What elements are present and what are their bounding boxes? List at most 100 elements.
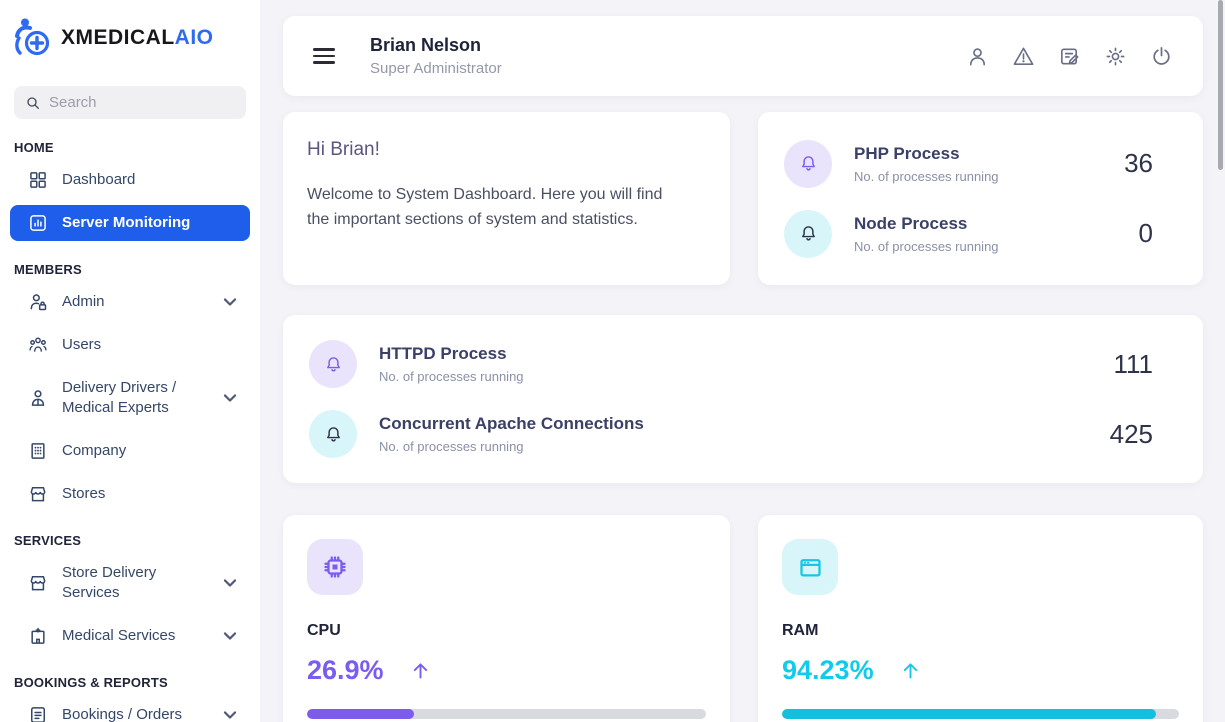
sidebar-section-members: MEMBERS xyxy=(14,262,82,277)
sidebar-item-label: Bookings / Orders xyxy=(62,706,183,722)
sidebar-item-label: Admin xyxy=(62,293,105,310)
document-icon xyxy=(31,707,45,722)
user-name: Brian Nelson xyxy=(370,35,482,55)
process-value: 0 xyxy=(1138,218,1153,248)
sidebar-item-label: Dashboard xyxy=(62,171,136,188)
user-block: Brian Nelson Super Administrator xyxy=(370,35,502,77)
cpu-label: CPU xyxy=(307,622,341,639)
search-input[interactable] xyxy=(49,94,235,111)
cpu-value: 26.9% xyxy=(307,655,384,685)
sidebar-item-server-monitoring[interactable]: Server Monitoring xyxy=(10,205,250,241)
vertical-scrollbar-thumb[interactable] xyxy=(1218,0,1223,170)
sidebar-section-services: SERVICES xyxy=(14,533,82,548)
hamburger-menu-icon[interactable] xyxy=(313,48,337,64)
process-title: HTTPD Process xyxy=(379,344,507,363)
sidebar-item-label: Server Monitoring xyxy=(62,214,191,231)
brand-name-accent: AIO xyxy=(174,26,214,49)
sidebar-item-users[interactable]: Users xyxy=(10,327,250,363)
sidebar-item-company[interactable]: Company xyxy=(10,433,250,469)
ram-progress-bar xyxy=(782,709,1179,719)
welcome-card: Hi Brian! Welcome to System Dashboard. H… xyxy=(283,112,730,285)
process-subtitle: No. of processes running xyxy=(379,369,524,384)
cpu-chip-icon xyxy=(307,539,363,595)
user-role: Super Administrator xyxy=(370,60,502,77)
arrow-up-icon xyxy=(900,660,921,681)
cpu-progress-fill xyxy=(307,709,415,719)
chevron-down-icon xyxy=(223,298,237,306)
brand-name-primary: XMEDICAL xyxy=(61,26,175,49)
search-icon xyxy=(27,96,39,109)
sidebar-item-delivery-drivers[interactable]: Delivery Drivers / Medical Experts xyxy=(10,370,250,426)
building-icon xyxy=(31,443,45,459)
process-title: PHP Process xyxy=(854,143,960,163)
sidebar-search xyxy=(14,86,246,119)
process-subtitle: No. of processes running xyxy=(854,238,999,254)
storefront-icon xyxy=(30,487,46,502)
process-row-httpd: HTTPD Process No. of processes running 1… xyxy=(309,340,1177,388)
brand-logo-icon xyxy=(15,18,50,56)
process-value: 111 xyxy=(1113,348,1153,379)
ram-value: 94.23% xyxy=(782,655,874,685)
cpu-card: CPU 26.9% xyxy=(283,515,730,722)
users-group-icon xyxy=(29,337,47,352)
bell-icon xyxy=(784,139,832,188)
process-row-apache: Concurrent Apache Connections No. of pro… xyxy=(309,410,1177,458)
welcome-message: Welcome to System Dashboard. Here you wi… xyxy=(307,186,663,228)
sidebar-item-label: Company xyxy=(62,442,127,459)
top-header-bar: Brian Nelson Super Administrator xyxy=(283,16,1203,96)
process-title: Node Process xyxy=(854,213,968,233)
sidebar-item-store-delivery-services[interactable]: Store Delivery Services xyxy=(10,555,250,611)
sidebar-item-label: Users xyxy=(62,336,102,353)
sidebar-item-stores[interactable]: Stores xyxy=(10,476,250,512)
chevron-down-icon xyxy=(223,579,237,587)
chevron-down-icon xyxy=(223,711,237,719)
process-row-node: Node Process No. of processes running 0 xyxy=(784,209,1177,258)
ram-progress-fill xyxy=(782,709,1157,719)
brand-logo[interactable]: XMEDICALAIO xyxy=(0,0,260,66)
process-card-top: PHP Process No. of processes running 36 … xyxy=(758,112,1203,285)
admin-lock-user-icon xyxy=(30,294,47,311)
power-icon[interactable] xyxy=(1150,45,1173,68)
ram-card: RAM 94.23% xyxy=(758,515,1203,722)
chevron-down-icon xyxy=(223,394,237,402)
sidebar: XMEDICALAIO HOME Dashboard Server Monito… xyxy=(0,0,260,722)
sidebar-item-bookings-orders[interactable]: Bookings / Orders xyxy=(10,697,250,722)
driver-person-icon xyxy=(31,390,45,406)
process-row-php: PHP Process No. of processes running 36 xyxy=(784,139,1177,188)
alert-triangle-icon[interactable] xyxy=(1012,45,1035,68)
process-value: 425 xyxy=(1109,418,1153,449)
bell-icon xyxy=(784,209,832,258)
process-subtitle: No. of processes running xyxy=(854,168,999,184)
ram-label: RAM xyxy=(782,622,819,639)
bar-chart-icon xyxy=(30,215,46,231)
sidebar-item-label: Medical Services xyxy=(62,627,176,644)
bell-icon xyxy=(309,340,357,388)
sidebar-item-dashboard[interactable]: Dashboard xyxy=(10,162,250,198)
sidebar-item-medical-services[interactable]: Medical Services xyxy=(10,618,250,654)
dashboard-grid-icon xyxy=(30,172,46,188)
header-action-icons xyxy=(966,45,1173,68)
process-subtitle: No. of processes running xyxy=(379,439,524,454)
edit-note-icon[interactable] xyxy=(1058,45,1081,68)
chevron-down-icon xyxy=(223,632,237,640)
process-title: Concurrent Apache Connections xyxy=(379,414,644,433)
process-card-wide: HTTPD Process No. of processes running 1… xyxy=(283,315,1203,483)
user-icon[interactable] xyxy=(966,45,989,68)
sidebar-item-label: Store Delivery Services xyxy=(62,564,157,601)
cpu-progress-bar xyxy=(307,709,706,719)
main-content: Brian Nelson Super Administrator Hi Bria… xyxy=(260,0,1225,722)
greeting-text: Hi Brian! xyxy=(307,139,380,160)
sidebar-item-admin[interactable]: Admin xyxy=(10,284,250,320)
storefront-icon xyxy=(30,576,46,591)
hospital-icon xyxy=(31,627,45,644)
arrow-up-icon xyxy=(410,660,431,681)
sidebar-item-label: Delivery Drivers / Medical Experts xyxy=(62,379,177,416)
process-value: 36 xyxy=(1124,148,1153,178)
settings-gear-icon[interactable] xyxy=(1104,45,1127,68)
sidebar-section-home: HOME xyxy=(14,140,54,155)
sidebar-section-bookings-reports: BOOKINGS & REPORTS xyxy=(14,675,168,690)
ram-window-icon xyxy=(782,539,838,595)
sidebar-item-label: Stores xyxy=(62,485,106,502)
bell-icon xyxy=(309,410,357,458)
brand-name: XMEDICALAIO xyxy=(61,26,214,50)
